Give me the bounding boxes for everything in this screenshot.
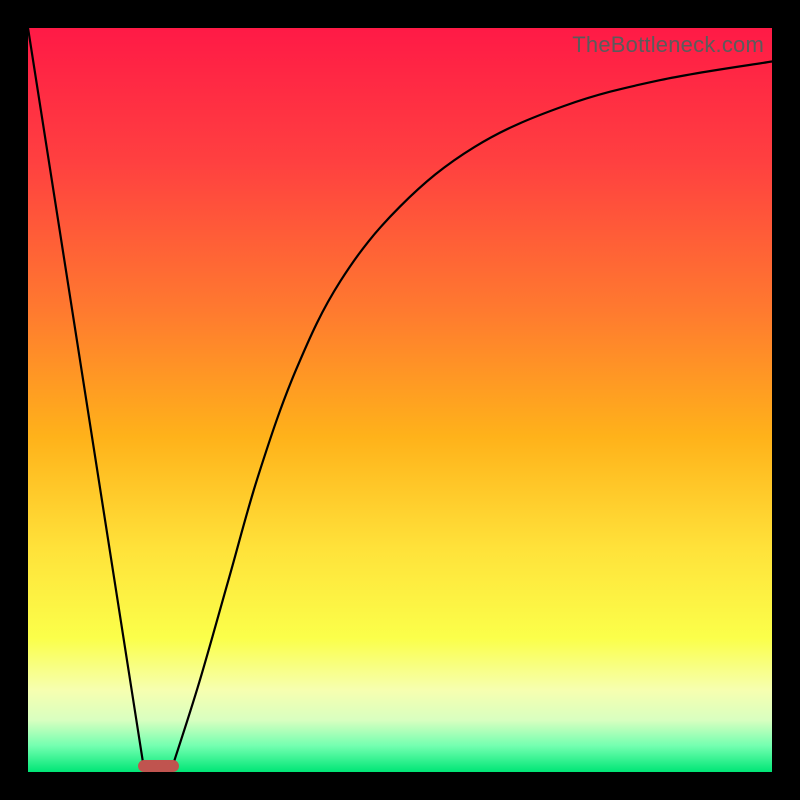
left-v-line xyxy=(28,28,143,765)
chart-container: TheBottleneck.com xyxy=(0,0,800,800)
curve-layer xyxy=(28,28,772,772)
bottleneck-marker xyxy=(138,760,179,772)
plot-area: TheBottleneck.com xyxy=(28,28,772,772)
right-growth-curve xyxy=(173,61,772,764)
watermark-label: TheBottleneck.com xyxy=(572,32,764,58)
